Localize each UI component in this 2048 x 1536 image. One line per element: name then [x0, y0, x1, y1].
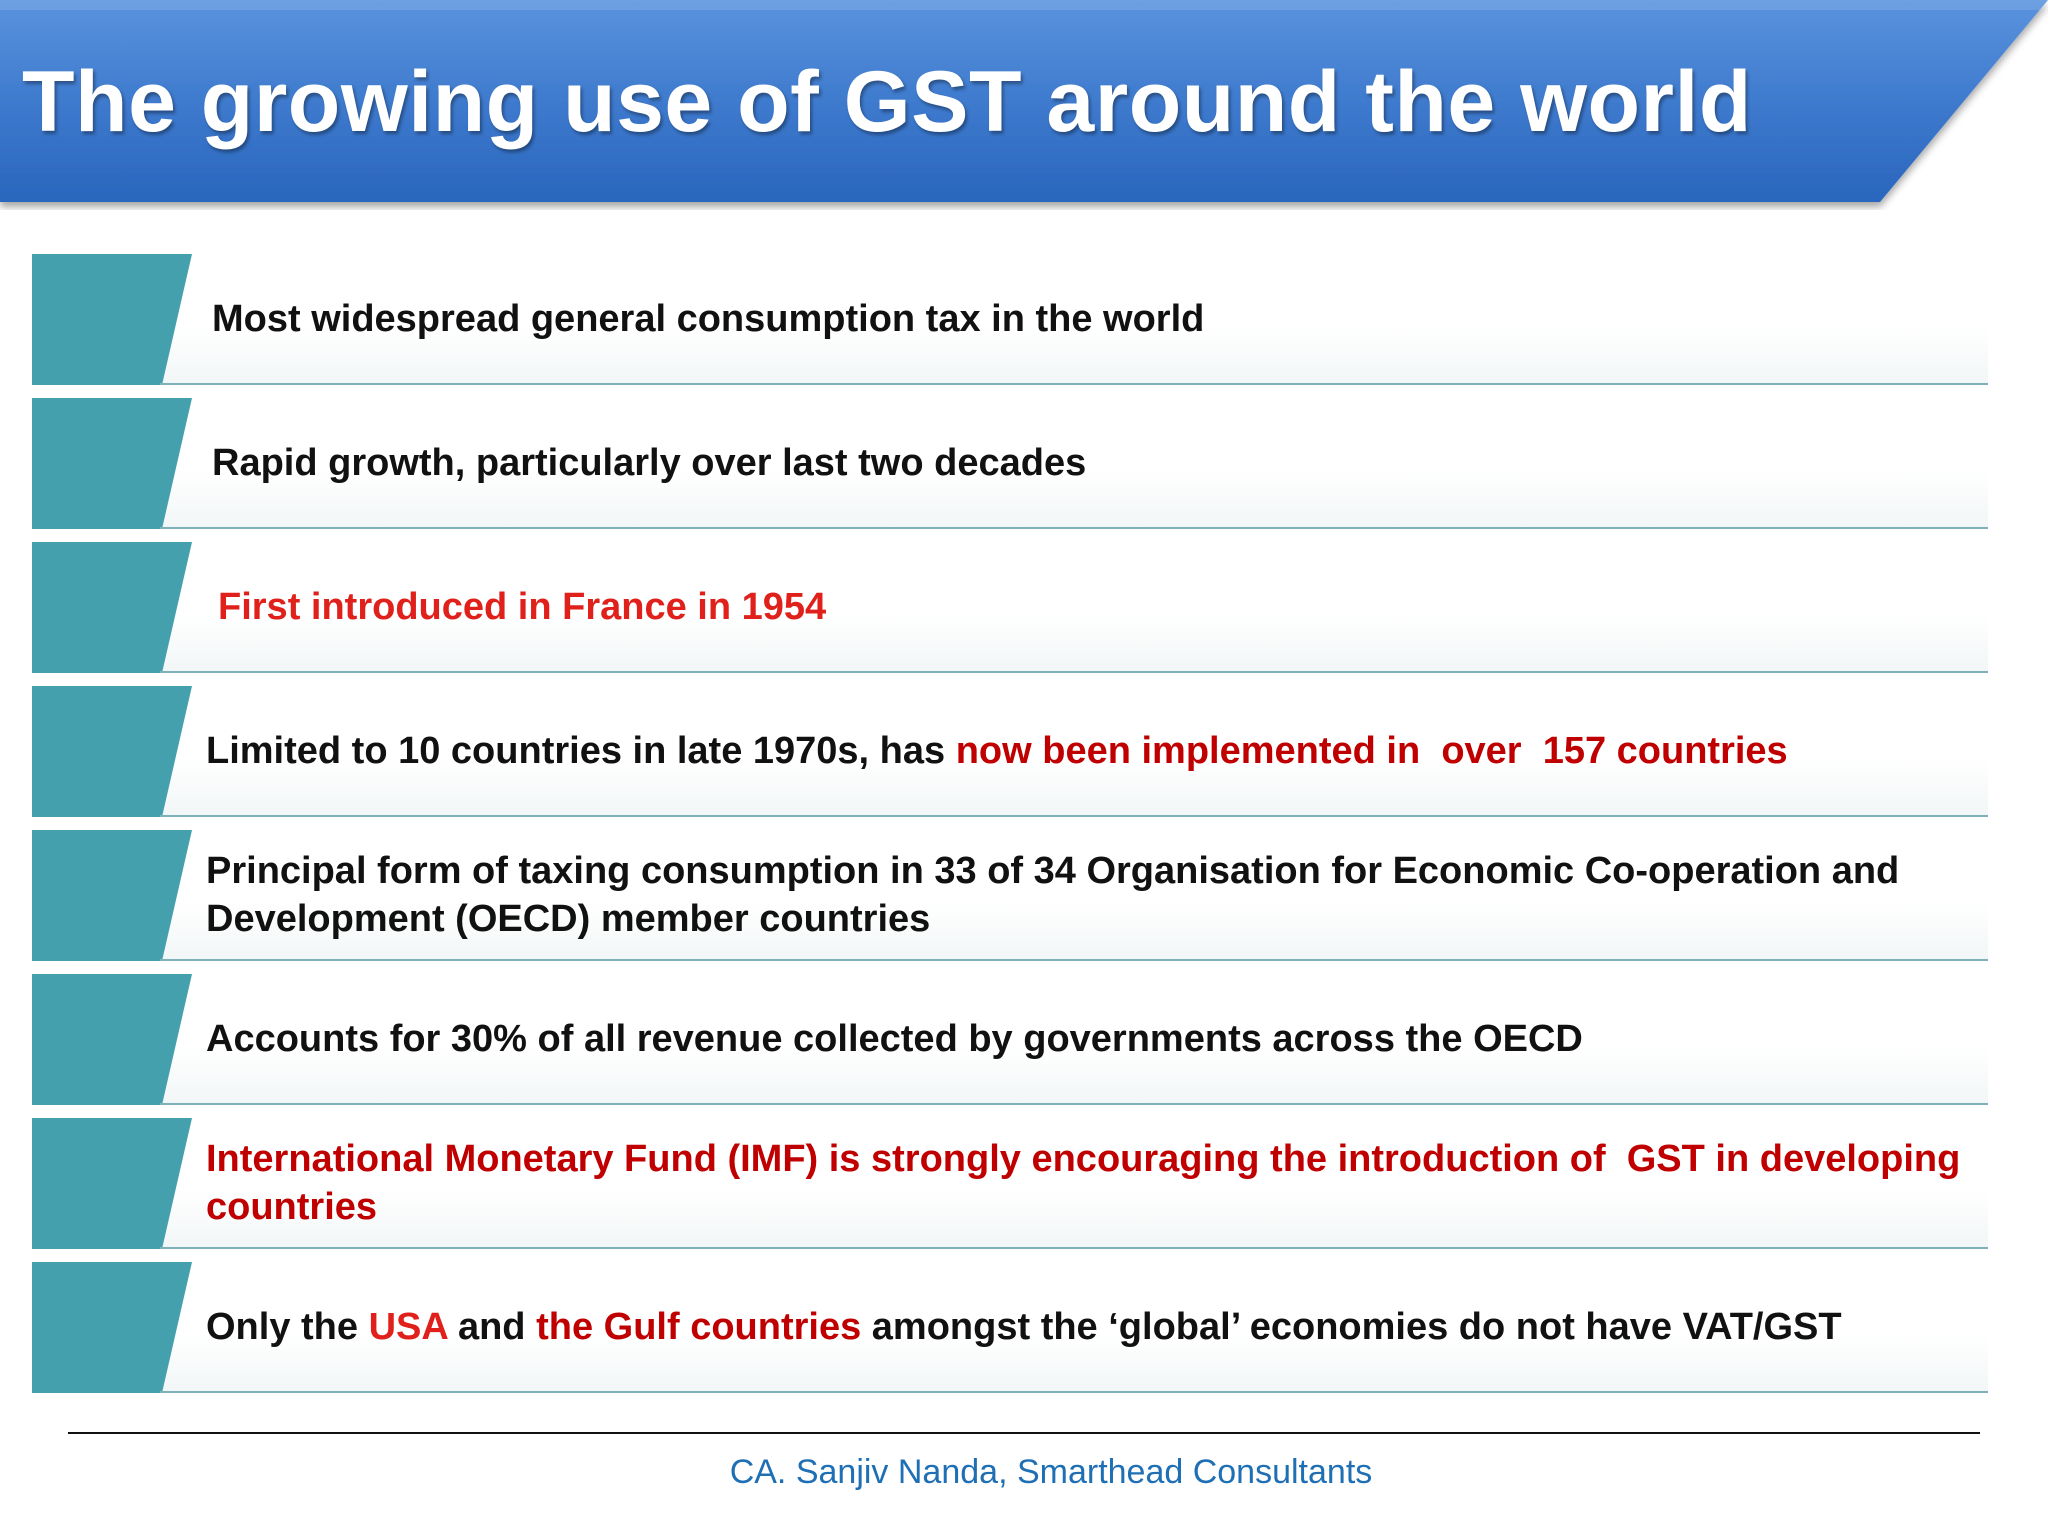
banner-shape — [0, 0, 2048, 202]
text-segment: now been implemented in over 157 countri… — [955, 729, 1788, 772]
bullet-text: First introduced in France in 1954 — [218, 542, 1978, 671]
row-tab-marker — [32, 974, 192, 1105]
bullet-text: Accounts for 30% of all revenue collecte… — [206, 974, 1978, 1103]
row-background — [32, 398, 1988, 529]
bullet-text: International Monetary Fund (IMF) is str… — [206, 1118, 1978, 1247]
row-background — [32, 1262, 1988, 1393]
text-segment: Rapid growth, particularly over last two… — [212, 441, 1087, 484]
row-background — [32, 830, 1988, 961]
row-background — [32, 254, 1988, 385]
row-divider — [160, 527, 1988, 529]
row-background — [32, 974, 1988, 1105]
row-divider — [160, 1391, 1988, 1393]
footer-credit: CA. Sanjiv Nanda, Smarthead Consultants — [729, 1453, 1373, 1491]
bullet-row: International Monetary Fund (IMF) is str… — [32, 1118, 1988, 1249]
bullet-text: Rapid growth, particularly over last two… — [212, 398, 1978, 527]
row-background — [32, 1118, 1988, 1249]
row-tab-marker — [32, 542, 192, 673]
page-title: The growing use of GST around the world — [22, 54, 1752, 150]
row-background — [32, 686, 1988, 817]
bullet-row: Principal form of taxing consumption in … — [32, 830, 1988, 961]
text-segment: First introduced in France in 1954 — [218, 585, 827, 628]
row-divider — [160, 383, 1988, 385]
row-divider — [160, 1247, 1988, 1249]
text-segment: the Gulf countries — [536, 1305, 862, 1348]
text-segment: International Monetary Fund (IMF) is str… — [206, 1137, 1971, 1228]
bullet-text: Most widespread general consumption tax … — [212, 254, 1978, 383]
text-segment: Most widespread general consumption tax … — [212, 297, 1205, 340]
text-segment: Only the — [206, 1305, 369, 1348]
bullet-row: First introduced in France in 1954 — [32, 542, 1988, 673]
bullet-row: Most widespread general consumption tax … — [32, 254, 1988, 385]
row-divider — [160, 1103, 1988, 1105]
text-segment: and — [447, 1305, 537, 1348]
bullet-row: Accounts for 30% of all revenue collecte… — [32, 974, 1988, 1105]
row-divider — [160, 959, 1988, 961]
row-tab-marker — [32, 254, 192, 385]
row-divider — [160, 671, 1988, 673]
text-segment: Limited to 10 countries in late 1970s, h… — [206, 729, 956, 772]
text-segment: Accounts for 30% of all revenue collecte… — [206, 1017, 1583, 1060]
bullet-text: Limited to 10 countries in late 1970s, h… — [206, 686, 1978, 815]
bullet-row: Only the USA and the Gulf countries amon… — [32, 1262, 1988, 1393]
row-divider — [160, 815, 1988, 817]
text-segment: amongst the ‘global’ economies do not ha… — [861, 1305, 1842, 1348]
row-background — [32, 542, 1988, 673]
row-tab-marker — [32, 686, 192, 817]
row-tab-marker — [32, 1262, 192, 1393]
bullet-row: Rapid growth, particularly over last two… — [32, 398, 1988, 529]
title-banner: The growing use of GST around the world — [0, 0, 2048, 210]
row-tab-marker — [32, 1118, 192, 1249]
bullet-text: Principal form of taxing consumption in … — [206, 830, 1978, 959]
text-segment: Principal form of taxing consumption in … — [206, 849, 1910, 940]
footer-divider — [68, 1432, 1980, 1434]
row-tab-marker — [32, 830, 192, 961]
bullet-row: Limited to 10 countries in late 1970s, h… — [32, 686, 1988, 817]
text-segment: USA — [368, 1305, 448, 1348]
bullet-text: Only the USA and the Gulf countries amon… — [206, 1262, 1978, 1391]
row-tab-marker — [32, 398, 192, 529]
